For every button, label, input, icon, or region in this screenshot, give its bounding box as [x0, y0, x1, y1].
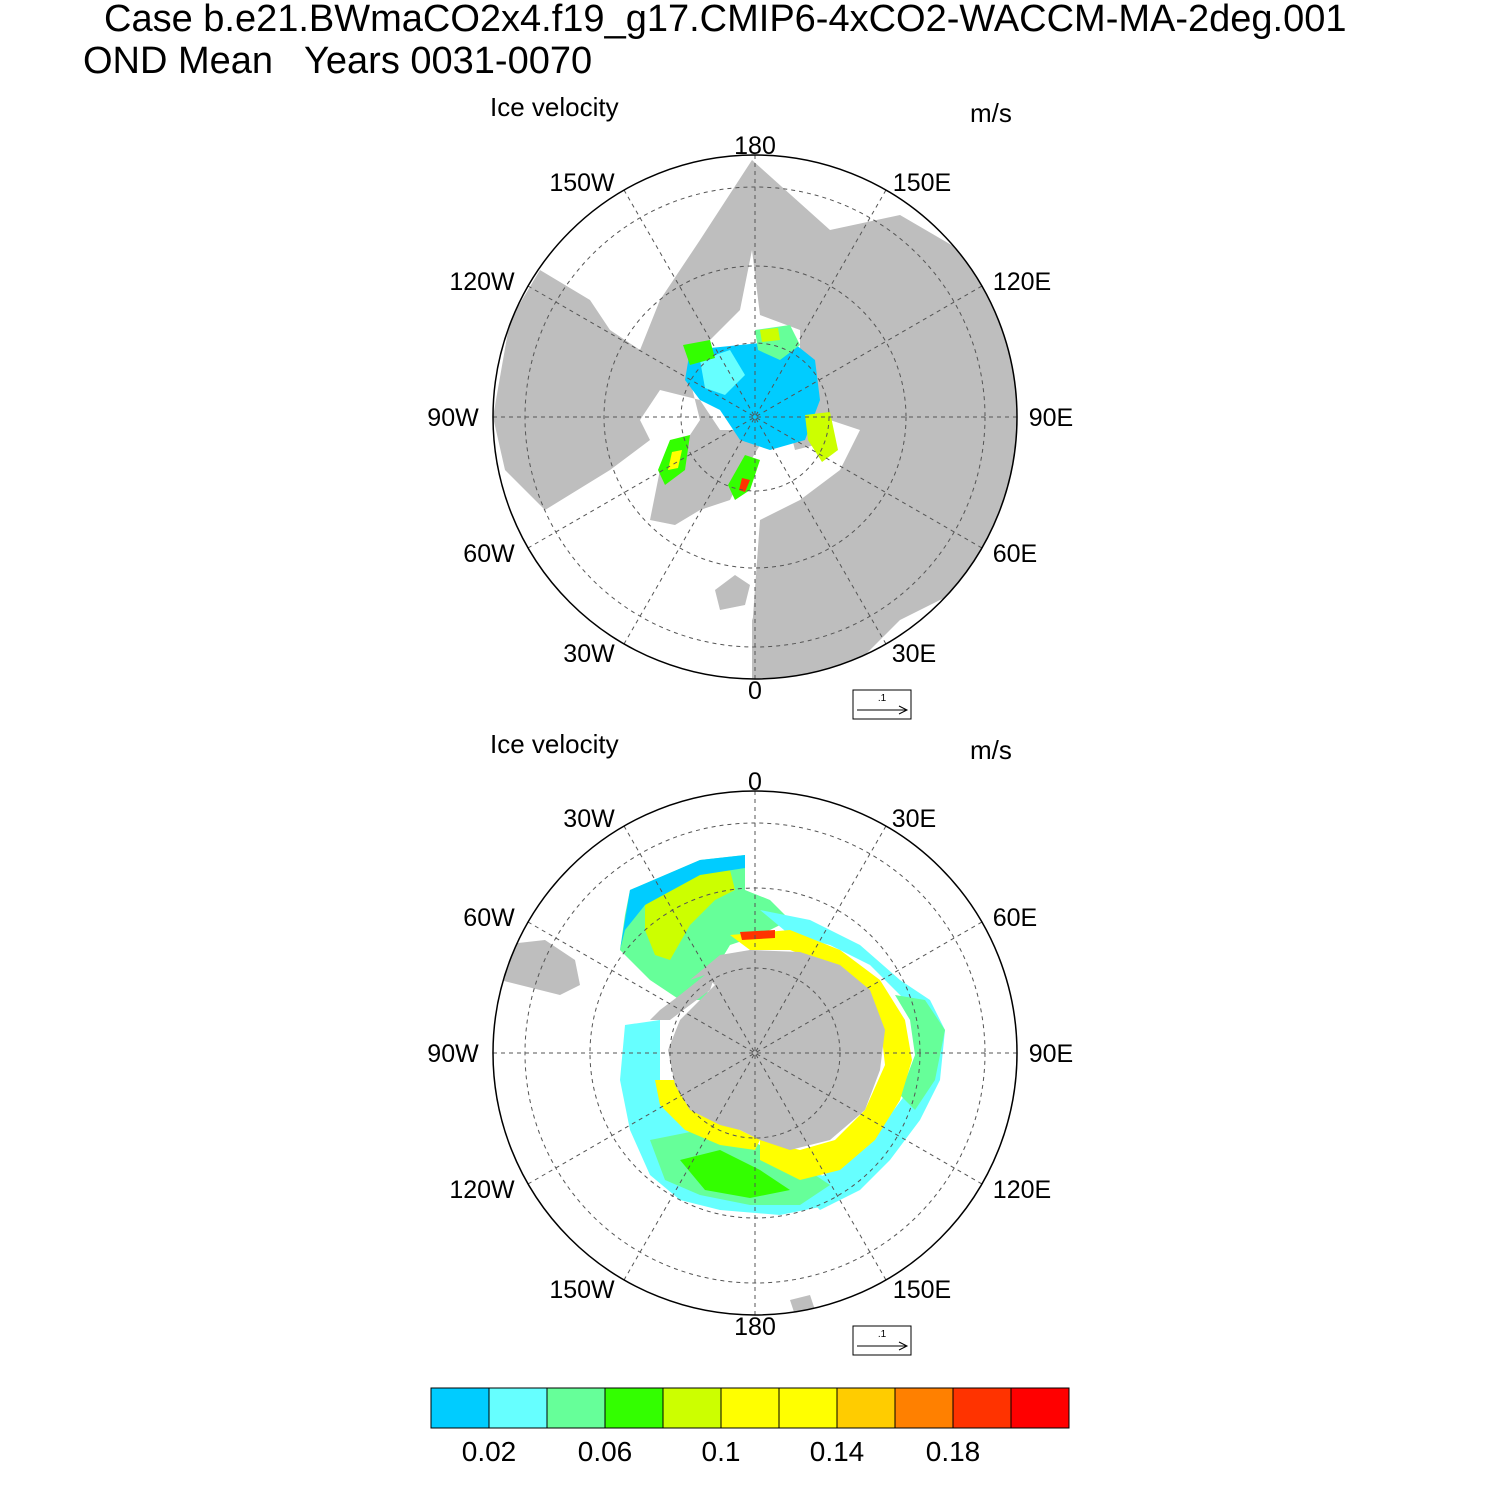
south-lon-label: 180 — [734, 1313, 776, 1341]
south-lon-label: 150W — [549, 1276, 615, 1304]
north-lon-label: 120W — [449, 268, 515, 296]
north-ice-chukchi — [760, 328, 780, 342]
north-lon-label: 60W — [463, 540, 515, 568]
south-lon-label: 30E — [892, 805, 936, 833]
colorbar-tick-label: 0.02 — [462, 1436, 517, 1467]
colorbar-tick-label: 0.06 — [578, 1436, 633, 1467]
south-land-south-america — [500, 940, 580, 995]
colorbar-swatch — [1010, 1387, 1070, 1429]
colorbar-swatch — [778, 1387, 838, 1429]
south-ice-east-antarctic-outer — [760, 910, 945, 1210]
south-ice-ross-core — [680, 1150, 790, 1198]
colorbar-tick-label: 0.14 — [810, 1436, 865, 1467]
north-reference-vector-label: .1 — [878, 693, 887, 704]
north-land-eurasia — [752, 160, 1017, 679]
north-polar-map: .1 180 150E 120E 90E 60E 30E 0 30W 60W 9… — [427, 132, 1073, 720]
colorbar-swatch — [894, 1387, 954, 1429]
colorbar-swatch — [952, 1387, 1012, 1429]
colorbar-swatch — [836, 1387, 896, 1429]
north-panel-units: m/s — [970, 98, 1012, 128]
north-ice-east-siberian-edge — [683, 340, 715, 365]
south-map-frame — [492, 790, 1018, 1316]
south-lon-label: 120E — [993, 1176, 1051, 1204]
south-lon-label: 150E — [893, 1276, 951, 1304]
south-ice-weddell-edge — [620, 855, 745, 950]
south-lon-label: 120W — [449, 1176, 515, 1204]
north-reference-vector: .1 — [852, 689, 912, 720]
south-panel-title: Ice velocity — [490, 729, 619, 759]
north-lon-label: 180 — [734, 132, 776, 160]
south-lon-label: 60E — [993, 904, 1037, 932]
north-land-scandinavia — [752, 500, 830, 640]
south-lon-label: 90E — [1029, 1040, 1073, 1068]
south-graticule — [493, 791, 1017, 1315]
south-polar-map: .1 0 30E 60E 90E 120E 150E 180 150W 120W… — [427, 768, 1073, 1356]
colorbar-tick-label: 0.18 — [926, 1436, 981, 1467]
south-panel-units: m/s — [970, 735, 1012, 765]
colorbar-swatch — [662, 1387, 722, 1429]
colorbar: 0.02 0.06 0.1 0.14 0.18 — [430, 1387, 1070, 1467]
north-land-north-america — [493, 160, 752, 510]
south-ice-coastal-peak — [740, 930, 775, 940]
north-lon-label: 0 — [748, 677, 762, 705]
south-ice-amundsen-coast — [655, 1080, 760, 1150]
north-lon-label: 30E — [892, 640, 936, 668]
south-lon-label: 60W — [463, 904, 515, 932]
main-title: Case b.e21.BWmaCO2x4.f19_g17.CMIP6-4xCO2… — [104, 0, 1347, 40]
north-land-iceland — [715, 575, 750, 610]
north-lon-label: 30W — [563, 640, 615, 668]
north-ice-fram-strait-fast — [739, 478, 750, 492]
south-lon-label: 90W — [427, 1040, 479, 1068]
north-lon-label: 150W — [549, 169, 615, 197]
north-longitude-labels: 180 150E 120E 90E 60E 30E 0 30W 60W 90W … — [427, 132, 1073, 705]
north-panel-title: Ice velocity — [490, 92, 619, 122]
colorbar-swatch — [488, 1387, 548, 1429]
north-graticule — [493, 155, 1017, 679]
south-lon-label: 30W — [563, 805, 615, 833]
north-lon-label: 120E — [993, 268, 1051, 296]
south-land-antarctic-peninsula — [650, 960, 720, 1020]
north-ice-beaufort — [700, 350, 745, 395]
colorbar-swatch — [604, 1387, 664, 1429]
colorbar-swatch — [720, 1387, 780, 1429]
south-land-antarctica — [668, 950, 885, 1150]
south-longitude-labels: 0 30E 60E 90E 120E 150E 180 150W 120W 90… — [427, 768, 1073, 1341]
north-ice-fram-strait — [728, 455, 760, 500]
north-lon-label: 60E — [993, 540, 1037, 568]
north-lon-label: 90E — [1029, 404, 1073, 432]
colorbar-swatch — [546, 1387, 606, 1429]
north-ice-kara-sea — [805, 412, 838, 462]
south-lon-label: 0 — [748, 768, 762, 796]
north-map-frame — [492, 154, 1018, 680]
north-ice-baffin-fast — [668, 450, 682, 470]
subtitle: OND Mean Years 0031-0070 — [83, 40, 593, 82]
north-lon-label: 90W — [427, 404, 479, 432]
colorbar-swatch — [430, 1387, 490, 1429]
colorbar-tick-label: 0.1 — [702, 1436, 741, 1467]
south-reference-vector-label: .1 — [878, 1329, 887, 1340]
south-reference-vector: .1 — [852, 1325, 912, 1356]
north-lon-label: 150E — [893, 169, 951, 197]
